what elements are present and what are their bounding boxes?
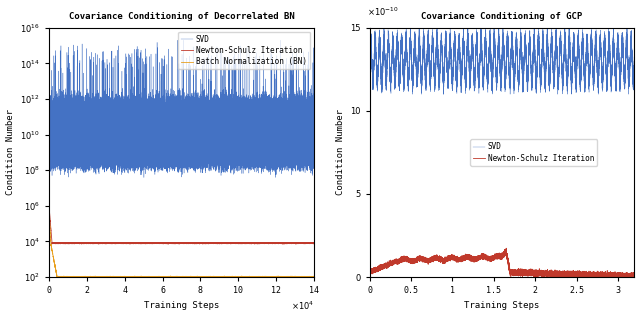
- Newton-Schulz Iteration: [87, 241, 95, 245]
- SVD: [105, 101, 113, 105]
- Newton-Schulz Iteration: [495, 255, 502, 258]
- Line: Newton-Schulz Iteration: Newton-Schulz Iteration: [49, 206, 314, 244]
- SVD: [594, 84, 602, 88]
- Newton-Schulz Iteration: [45, 204, 53, 208]
- SVD: [409, 92, 417, 96]
- SVD: [561, 44, 568, 48]
- Batch Normalization (BN): [87, 275, 95, 279]
- Line: SVD: SVD: [49, 40, 314, 178]
- SVD: [140, 176, 148, 179]
- Legend: SVD, Newton-Schulz Iteration, Batch Normalization (BN): SVD, Newton-Schulz Iteration, Batch Norm…: [179, 31, 310, 69]
- Newton-Schulz Iteration: [513, 270, 521, 274]
- Batch Normalization (BN): [107, 275, 115, 279]
- Newton-Schulz Iteration: [107, 241, 115, 245]
- Text: $\times10^4$: $\times10^4$: [291, 300, 314, 312]
- Newton-Schulz Iteration: [284, 242, 292, 245]
- Newton-Schulz Iteration: [280, 242, 288, 246]
- Y-axis label: Condition Number: Condition Number: [335, 109, 344, 195]
- SVD: [366, 55, 374, 58]
- X-axis label: Training Steps: Training Steps: [144, 301, 219, 310]
- Text: $\times10^{-10}$: $\times10^{-10}$: [367, 5, 399, 18]
- Newton-Schulz Iteration: [145, 242, 153, 245]
- Line: Newton-Schulz Iteration: Newton-Schulz Iteration: [370, 248, 634, 277]
- Batch Normalization (BN): [45, 211, 53, 215]
- Title: Covariance Conditioning of Decorrelated BN: Covariance Conditioning of Decorrelated …: [68, 12, 294, 21]
- Batch Normalization (BN): [145, 275, 153, 279]
- Newton-Schulz Iteration: [310, 241, 317, 245]
- SVD: [173, 38, 181, 42]
- SVD: [107, 106, 115, 109]
- Newton-Schulz Iteration: [366, 269, 374, 273]
- Newton-Schulz Iteration: [584, 275, 592, 279]
- SVD: [513, 39, 521, 42]
- Legend: SVD, Newton-Schulz Iteration: SVD, Newton-Schulz Iteration: [470, 139, 597, 165]
- Batch Normalization (BN): [106, 276, 113, 280]
- Newton-Schulz Iteration: [594, 274, 602, 278]
- SVD: [145, 166, 153, 170]
- Y-axis label: Condition Number: Condition Number: [6, 109, 15, 195]
- Line: SVD: SVD: [370, 28, 634, 94]
- SVD: [284, 160, 292, 164]
- SVD: [106, 101, 113, 105]
- Newton-Schulz Iteration: [375, 268, 383, 271]
- Batch Normalization (BN): [105, 276, 113, 280]
- Newton-Schulz Iteration: [106, 241, 113, 245]
- X-axis label: Training Steps: Training Steps: [465, 301, 540, 310]
- SVD: [630, 51, 638, 55]
- SVD: [375, 61, 383, 65]
- Batch Normalization (BN): [310, 275, 317, 279]
- SVD: [310, 100, 317, 104]
- Batch Normalization (BN): [284, 275, 292, 279]
- Newton-Schulz Iteration: [502, 246, 510, 250]
- SVD: [495, 39, 502, 43]
- Newton-Schulz Iteration: [561, 272, 568, 276]
- SVD: [45, 106, 53, 110]
- SVD: [380, 26, 388, 29]
- SVD: [467, 78, 474, 81]
- Newton-Schulz Iteration: [105, 241, 113, 245]
- Newton-Schulz Iteration: [467, 255, 474, 258]
- Title: Covariance Conditioning of GCP: Covariance Conditioning of GCP: [421, 12, 582, 21]
- Batch Normalization (BN): [105, 275, 113, 279]
- Line: Batch Normalization (BN): Batch Normalization (BN): [49, 213, 314, 278]
- SVD: [87, 100, 95, 104]
- Newton-Schulz Iteration: [630, 275, 638, 279]
